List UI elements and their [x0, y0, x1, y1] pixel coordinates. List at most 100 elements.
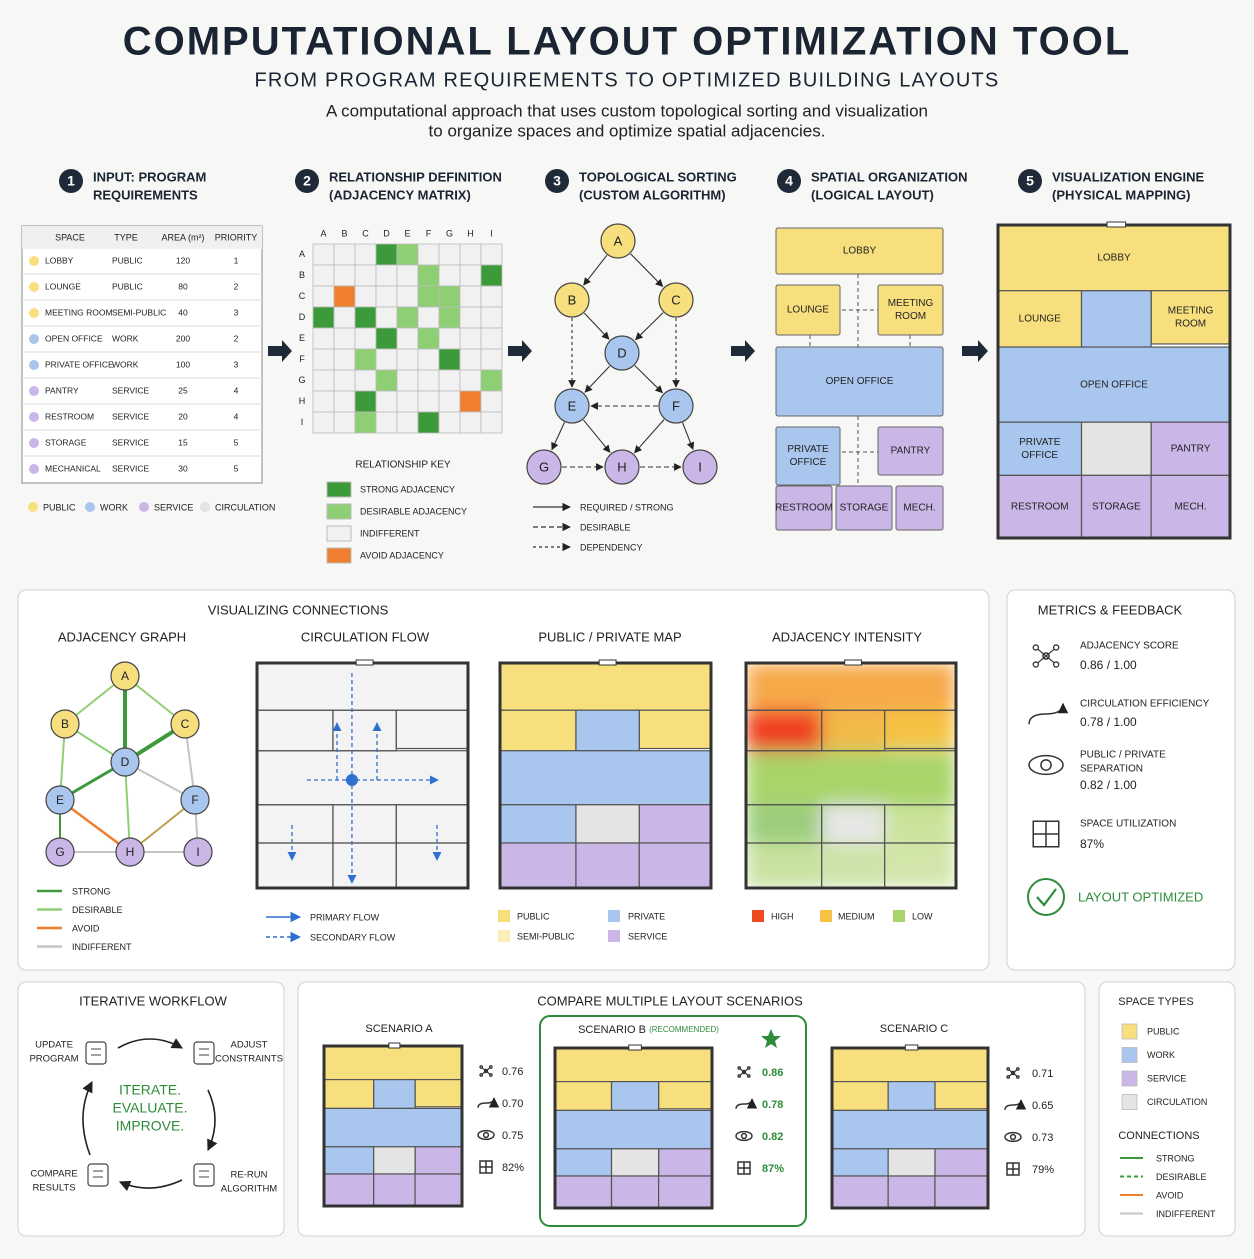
legend-dot — [200, 502, 210, 512]
room — [554, 1175, 613, 1209]
panel-title: PUBLIC / PRIVATE MAP — [538, 629, 681, 644]
icon — [1015, 1075, 1020, 1079]
cycle-arrow — [207, 1089, 218, 1152]
room — [575, 842, 640, 889]
metrics-panel — [1006, 589, 1236, 971]
key-swatch — [326, 481, 352, 498]
room-label: PRIVATE — [787, 444, 829, 455]
matrix-cell — [396, 264, 419, 287]
node-label: B — [61, 717, 69, 731]
metric-label: CIRCULATION EFFICIENCY — [1080, 699, 1210, 710]
matrix-cell — [459, 411, 482, 434]
matrix-row-label: A — [299, 249, 305, 259]
heat-zone — [884, 710, 956, 749]
node-label: A — [121, 669, 129, 683]
matrix-cell — [333, 369, 356, 392]
legend-swatch — [608, 910, 620, 922]
legend-label: MEDIUM — [838, 911, 875, 921]
cell: WORK — [112, 333, 139, 343]
cell: 20 — [178, 411, 188, 421]
legend-label: INDIFFERENT — [72, 942, 132, 952]
icon — [1045, 648, 1055, 657]
scenario-metric: 82% — [502, 1162, 524, 1174]
cell: 3 — [234, 307, 239, 317]
workflow-step: ALGORITHM — [221, 1184, 278, 1195]
type-dot — [29, 412, 39, 422]
cell: PUBLIC — [112, 255, 143, 265]
room — [499, 709, 577, 752]
key-swatch — [326, 503, 352, 520]
node-label: A — [614, 233, 623, 248]
matrix-cell — [375, 348, 398, 371]
icon — [1028, 754, 1064, 776]
heat-zone — [746, 750, 956, 805]
motto: ITERATE. — [119, 1082, 181, 1098]
matrix-cell — [396, 327, 419, 350]
room — [658, 1148, 713, 1177]
room — [323, 1078, 375, 1109]
matrix-row-label: I — [301, 417, 304, 427]
door — [598, 659, 617, 666]
room — [323, 1045, 463, 1081]
graph-node — [170, 709, 200, 739]
section-title: VISUALIZING CONNECTIONS — [208, 602, 389, 617]
room — [638, 842, 712, 889]
door — [844, 659, 863, 666]
cell: OPEN OFFICE — [45, 333, 103, 343]
matrix-col-label: E — [404, 228, 410, 238]
legend-label: PUBLIC — [517, 911, 550, 921]
graph-node — [658, 388, 694, 424]
icon — [739, 1068, 745, 1073]
room — [499, 662, 712, 711]
scenario-metric: 0.65 — [1032, 1100, 1053, 1112]
graph-node — [180, 785, 210, 815]
room — [323, 1107, 463, 1148]
heat-zone — [821, 804, 885, 843]
scenario-name: SCENARIO B — [578, 1024, 646, 1036]
column-header: AREA (m²) — [161, 232, 204, 242]
cell: 80 — [178, 281, 188, 291]
room-label: STORAGE — [1092, 501, 1141, 512]
cell: LOBBY — [45, 255, 74, 265]
legend-label: PUBLIC — [1147, 1026, 1180, 1036]
workflow-step: PROGRAM — [29, 1054, 78, 1065]
room — [323, 1173, 375, 1207]
room-label: RESTROOM — [775, 503, 833, 514]
type-dot — [29, 360, 39, 370]
room — [831, 1047, 989, 1083]
room-block — [877, 426, 944, 476]
step-title: VISUALIZATION ENGINE — [1052, 169, 1204, 184]
legend-dot — [85, 502, 95, 512]
matrix-cell — [396, 285, 419, 308]
matrix-cell — [438, 243, 461, 266]
workflow-step: COMPARE — [30, 1169, 77, 1180]
status-label: LAYOUT OPTIMIZED — [1078, 889, 1203, 904]
matrix-cell — [354, 306, 377, 329]
matrix-cell — [354, 411, 377, 434]
legend-swatch — [820, 910, 832, 922]
graph-node — [554, 388, 590, 424]
graph-edge — [630, 253, 664, 287]
step-number: 1 — [67, 173, 75, 189]
workflow-icon — [193, 1041, 215, 1065]
room — [414, 1146, 463, 1175]
matrix-cell — [459, 285, 482, 308]
matrix-cell — [417, 264, 440, 287]
room-label: OFFICE — [790, 457, 827, 468]
motto: IMPROVE. — [116, 1118, 184, 1134]
matrix-cell — [480, 285, 503, 308]
icon — [739, 1071, 745, 1076]
graph-node — [110, 747, 140, 777]
room-block — [877, 284, 944, 336]
workflow-icon — [87, 1163, 109, 1187]
legend-label: SEMI-PUBLIC — [517, 931, 575, 941]
legend-label: SERVICE — [1147, 1073, 1186, 1083]
matrix-cell — [312, 390, 335, 413]
scenario-metric: 79% — [1032, 1164, 1054, 1176]
legend-label: WORK — [1147, 1050, 1175, 1060]
graph-edge — [551, 422, 565, 451]
type-dot — [29, 386, 39, 396]
key-label: AVOID ADJACENCY — [360, 550, 444, 560]
panel-title: SPACE TYPES — [1118, 996, 1193, 1008]
room — [638, 709, 712, 750]
